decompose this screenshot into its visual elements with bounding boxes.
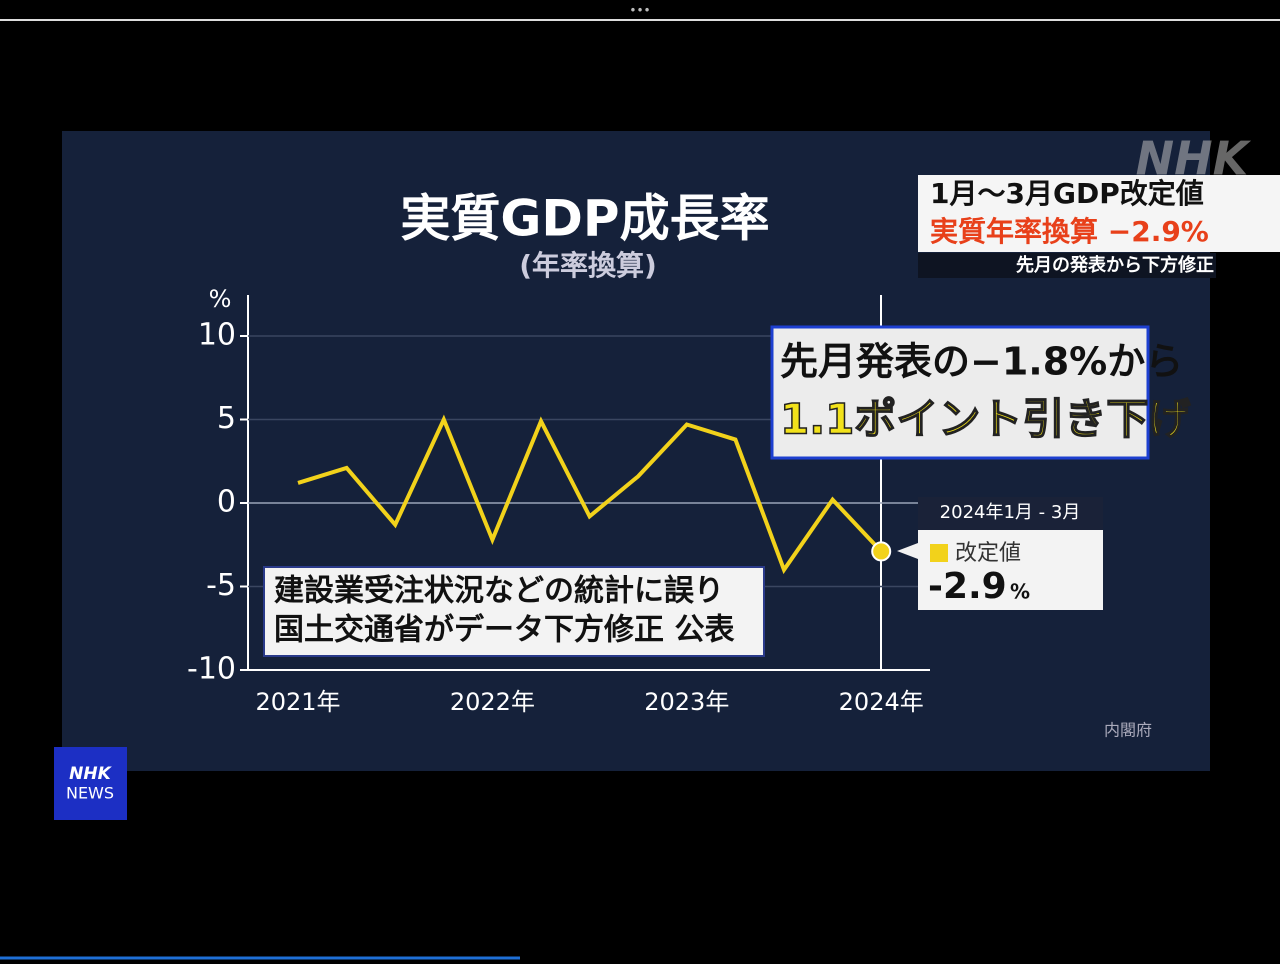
headline: 1月〜3月GDP改定値 xyxy=(930,177,1204,210)
y-axis-label: % xyxy=(209,285,232,313)
line xyxy=(297,414,883,575)
ticker-box xyxy=(918,253,1216,278)
annotation-box xyxy=(770,325,1150,460)
callout-unit: % xyxy=(1010,580,1030,604)
chart-subtitle: (年率換算) xyxy=(519,249,657,282)
x-tick-label: 2024年 xyxy=(839,688,924,716)
annotation-line: 1.1ポイント引き下げ xyxy=(780,395,1190,444)
callout-pointer xyxy=(897,543,918,559)
note-box xyxy=(263,566,765,657)
dots: ••• xyxy=(629,4,650,18)
note-line: 建設業受注状況などの統計に誤り xyxy=(274,574,724,609)
ticker: 先月の発表から下方修正 xyxy=(1016,254,1214,276)
note-line: 国土交通省がデータ下方修正 公表 xyxy=(274,613,734,648)
y-tick-label: 0 xyxy=(217,485,236,520)
x-tick-label: 2022年 xyxy=(450,688,535,716)
legend-swatch xyxy=(930,544,948,562)
news-logo xyxy=(54,747,127,820)
news-logo-text: NHK xyxy=(69,764,112,784)
chart-title: 実質GDP成長率 xyxy=(400,190,769,248)
subheadline: 実質年率換算 −2.9% xyxy=(930,215,1209,248)
headline-box xyxy=(918,175,1280,252)
news-logo-text: NEWS xyxy=(66,784,114,803)
callout-header xyxy=(918,497,1103,530)
legend-label: 改定値 xyxy=(955,541,1021,566)
x-tick-label: 2023年 xyxy=(644,688,729,716)
source: 内閣府 xyxy=(1104,721,1152,740)
callout-body xyxy=(918,530,1103,610)
y-tick-label: 5 xyxy=(217,401,236,436)
x-tick-label: 2021年 xyxy=(255,688,340,716)
annotation-line: 先月発表の−1.8%から xyxy=(780,340,1183,384)
y-tick-label: -5 xyxy=(206,568,236,603)
highlight-point xyxy=(871,541,892,562)
callout-value: -2.9 xyxy=(928,566,1007,607)
callout-period: 2024年1月 - 3月 xyxy=(940,502,1081,523)
y-tick-label: 10 xyxy=(198,318,236,353)
y-tick-label: -10 xyxy=(187,652,236,687)
